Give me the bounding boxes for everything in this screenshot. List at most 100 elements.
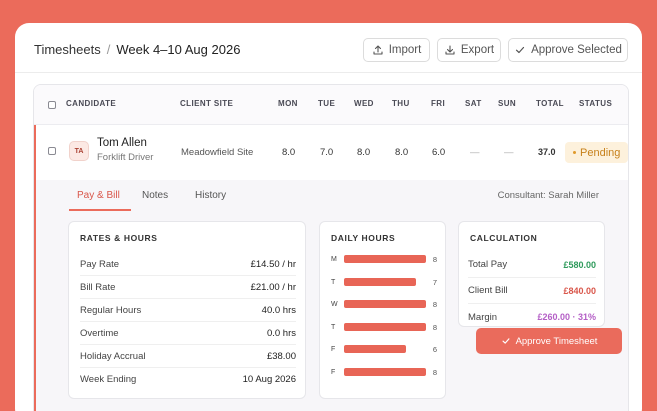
rate-row: Regular Hours 40.0 hrs [80, 299, 296, 322]
header-status: STATUS [579, 99, 613, 108]
table-header: CANDIDATE CLIENT SITE MON TUE WED THU FR… [34, 85, 628, 125]
import-button[interactable]: Import [363, 38, 430, 62]
calc-row: Margin £260.00 · 31% [468, 304, 596, 330]
approve-timesheet-label: Approve Timesheet [515, 335, 598, 347]
hours-tue: 7.0 [320, 147, 334, 158]
rate-value: £14.50 / hr [250, 258, 296, 270]
daily-hours-bar [344, 367, 426, 376]
hours-thu: 8.0 [395, 147, 409, 158]
header-total: TOTAL [536, 99, 564, 108]
daily-hours-bar [344, 255, 426, 263]
rate-value: 40.0 hrs [261, 304, 296, 316]
hours-sat: — [470, 147, 480, 158]
day-hours-value: 8 [432, 367, 437, 377]
daily-hours-bar [344, 277, 416, 286]
candidate-name[interactable]: Tom Allen [97, 137, 147, 149]
check-icon [515, 46, 525, 54]
day-hours-value: 6 [432, 345, 437, 354]
rate-row: Bill Rate £21.00 / hr [80, 276, 296, 299]
header-sun: SUN [498, 99, 517, 108]
rate-row: Week Ending 10 Aug 2026 [80, 368, 296, 391]
rate-label: Pay Rate [80, 258, 120, 270]
approve-timesheet-button[interactable]: Approve Timesheet [476, 328, 622, 354]
breadcrumb-current: Week 4–10 Aug 2026 [116, 42, 241, 57]
candidate-role: Forklift Driver [97, 152, 154, 163]
import-label: Import [388, 44, 422, 56]
status-label: Pending [580, 146, 621, 159]
rate-row: Holiday Accrual £38.00 [80, 345, 296, 368]
row-checkbox[interactable] [48, 147, 56, 155]
hours-wed: 8.0 [357, 147, 371, 158]
top-bar: Timesheets / Week 4–10 Aug 2026 Import E… [15, 23, 642, 73]
day-hours-value: 8 [432, 300, 437, 309]
calc-label: Client Bill [468, 285, 508, 296]
header-thu: THU [392, 99, 410, 108]
header-client-site[interactable]: CLIENT SITE [180, 99, 234, 108]
table-row[interactable]: TA Tom Allen Forklift Driver Meadowfield… [34, 125, 628, 180]
rate-value: 0.0 hrs [266, 327, 296, 339]
status-dot-icon [573, 151, 576, 154]
daily-card-title: DAILY HOURS [331, 233, 396, 243]
hours-fri: 6.0 [432, 147, 446, 158]
header-wed: WED [354, 99, 374, 108]
timesheet-panel: Timesheets / Week 4–10 Aug 2026 Import E… [15, 23, 642, 411]
row-detail-panel: Pay & Bill Notes History Consultant: Sar… [34, 180, 628, 411]
day-hours-value: 7 [432, 277, 437, 287]
avatar: TA [69, 141, 89, 161]
rate-label: Bill Rate [80, 281, 116, 293]
calc-value: £580.00 [563, 259, 596, 270]
header-tue: TUE [318, 99, 336, 108]
calc-value: £840.00 [563, 285, 596, 296]
export-label: Export [460, 44, 495, 56]
rates-card-title: RATES & HOURS [80, 233, 158, 243]
header-fri: FRI [431, 99, 446, 108]
export-button[interactable]: Export [437, 38, 501, 62]
calc-label: Total Pay [468, 259, 508, 270]
breadcrumb-timesheets[interactable]: Timesheets [34, 42, 101, 57]
detail-tabs: Pay & Bill Notes History Consultant: Sar… [36, 180, 628, 212]
download-icon [445, 45, 455, 55]
upload-icon [373, 45, 383, 55]
day-label: T [331, 278, 336, 286]
calc-value: £260.00 · 31% [537, 312, 596, 322]
daily-hours-bar [344, 322, 426, 331]
rate-value: 10 Aug 2026 [242, 374, 296, 385]
rate-label: Regular Hours [80, 304, 142, 316]
calc-row: Total Pay £580.00 [468, 252, 596, 278]
select-all-checkbox[interactable] [48, 101, 56, 109]
day-label: F [331, 346, 336, 353]
day-label: W [331, 301, 338, 308]
daily-hours-bar [344, 345, 406, 353]
active-tab-indicator [69, 209, 131, 211]
approve-selected-label: Approve Selected [531, 44, 622, 56]
header-candidate[interactable]: CANDIDATE [66, 99, 117, 108]
calc-card-title: CALCULATION [470, 233, 538, 243]
rate-value: £21.00 / hr [250, 281, 296, 293]
calc-row: Client Bill £840.00 [468, 278, 596, 304]
consultant-label: Consultant: Sarah Miller [497, 190, 599, 201]
rate-value: £38.00 [266, 350, 296, 362]
header-mon: MON [278, 99, 298, 108]
client-site: Meadowfield Site [181, 147, 254, 158]
breadcrumb-separator: / [106, 42, 111, 57]
tab-pay-bill[interactable]: Pay & Bill [77, 190, 120, 201]
hours-mon: 8.0 [282, 147, 296, 158]
calculation-card: CALCULATION Total Pay £580.00 Client Bill £… [458, 221, 605, 327]
daily-hours-bar [344, 300, 426, 308]
tab-notes[interactable]: Notes [142, 190, 169, 201]
breadcrumb: Timesheets / Week 4–10 Aug 2026 [34, 42, 240, 57]
rate-row: Overtime 0.0 hrs [80, 322, 296, 345]
hours-total: 37.0 [538, 147, 556, 157]
rate-label: Holiday Accrual [80, 350, 146, 362]
tab-history[interactable]: History [195, 190, 227, 201]
status-badge: Pending [565, 142, 628, 163]
timesheet-table: CANDIDATE CLIENT SITE MON TUE WED THU FR… [33, 84, 629, 411]
day-hours-value: 8 [432, 322, 437, 332]
header-sat: SAT [465, 99, 482, 108]
approve-selected-button[interactable]: Approve Selected [508, 38, 628, 62]
